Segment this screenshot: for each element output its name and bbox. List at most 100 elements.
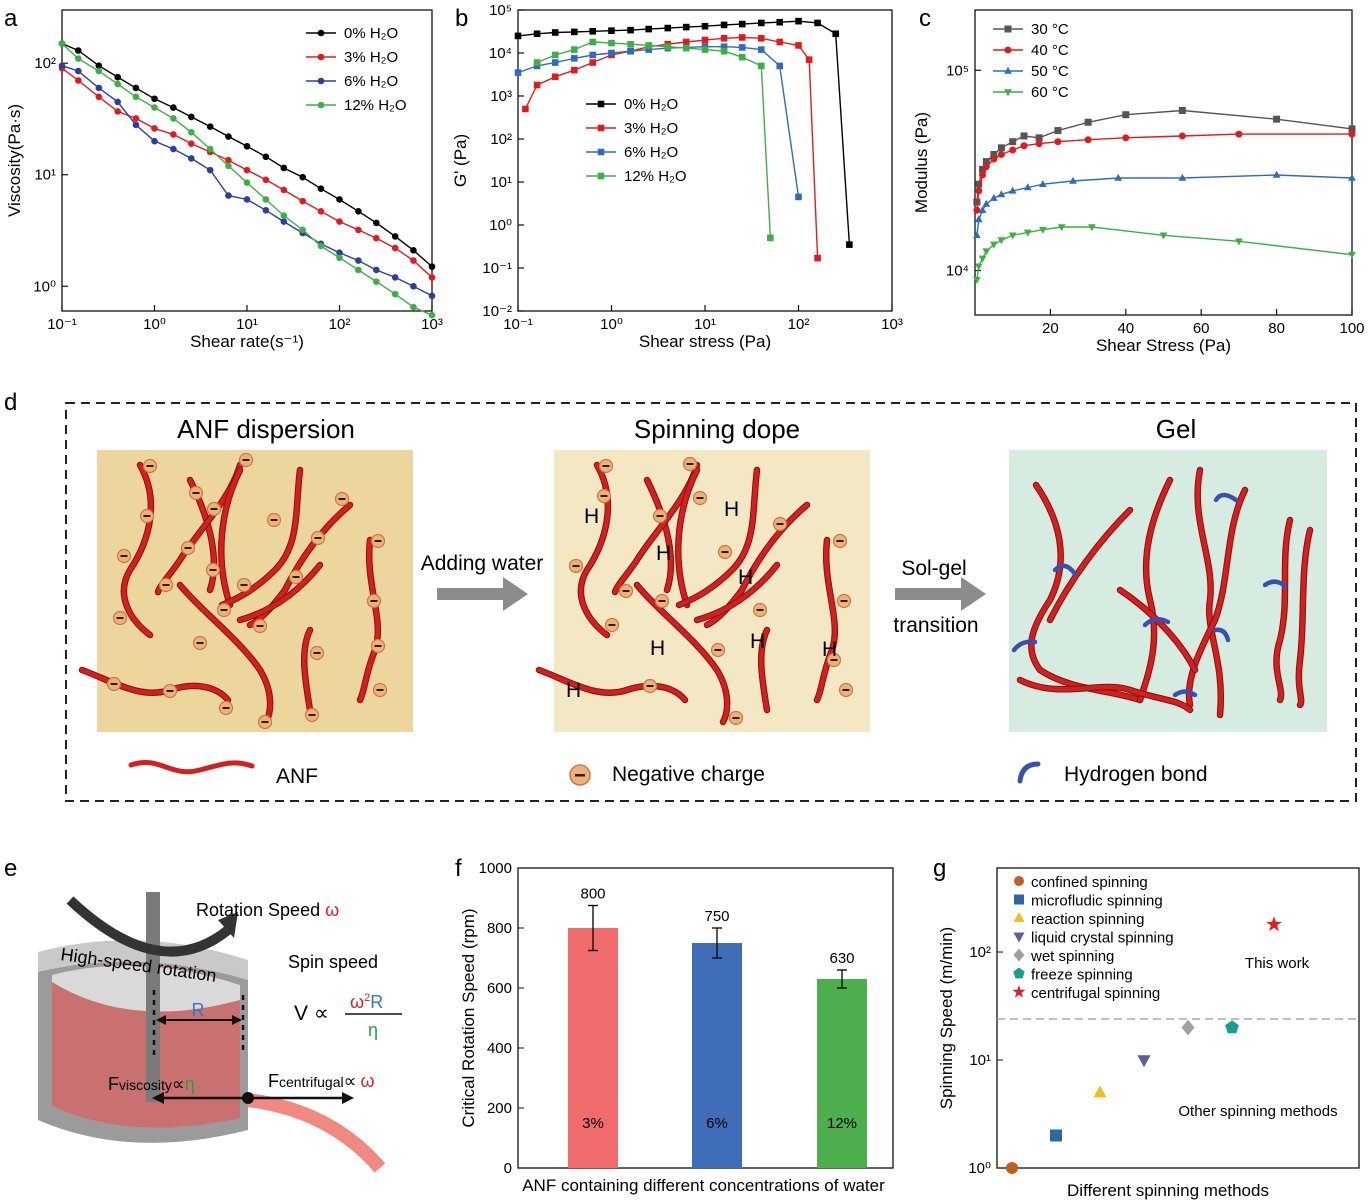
anf-fiber — [694, 562, 780, 623]
negative-sign — [370, 600, 378, 602]
x-tick-label: 10⁰ — [143, 316, 166, 333]
data-point — [428, 274, 436, 281]
y-tick-label: 400 — [487, 1040, 512, 1057]
rotation-speed-label: Rotation Speed ω — [196, 900, 339, 920]
data-point — [589, 38, 597, 46]
legend-marker — [1014, 894, 1024, 905]
negative-sign — [376, 689, 384, 691]
data-point — [757, 19, 765, 27]
hydrogen-atom: H — [656, 542, 671, 565]
legend-label: 50 °C — [1031, 63, 1069, 80]
data-point — [589, 59, 597, 66]
data-point — [95, 84, 103, 92]
data-point — [1039, 226, 1047, 234]
data-point — [355, 226, 362, 234]
sol-gel-label: Sol-gel — [901, 557, 966, 580]
data-point — [974, 215, 983, 223]
data-point — [720, 47, 728, 55]
data-point — [410, 303, 417, 311]
data-point — [95, 67, 103, 75]
panel-label-g: g — [933, 855, 946, 882]
data-point — [514, 69, 522, 76]
y-tick-label: 10⁻² — [482, 303, 512, 320]
data-point — [533, 62, 541, 70]
data-point — [682, 44, 690, 52]
data-point — [262, 176, 270, 184]
legend-label: 12% H₂O — [344, 97, 407, 114]
modulus-temperature-chart: 20 40 60 80 100 10⁴ 10⁵ Shear Stress (Pa) Modulu… — [912, 9, 1365, 355]
y-tick-label: 10³ — [490, 88, 512, 105]
x-tick-label: 20 — [1042, 320, 1059, 337]
x-axis-label: ANF containing different concentrations … — [522, 1176, 885, 1195]
y-axis-label: Critical Rotation Speed (rpm) — [459, 908, 478, 1127]
negative-sign — [622, 590, 630, 592]
data-point — [132, 121, 140, 129]
negative-sign — [600, 495, 608, 497]
data-point — [151, 125, 158, 132]
data-point — [373, 234, 380, 242]
hydrogen-bond — [1052, 563, 1078, 577]
data-point — [280, 164, 288, 172]
anf-fiber — [758, 627, 770, 713]
negative-sign — [192, 492, 200, 494]
anf-fiber — [121, 462, 154, 638]
anf-fiber — [536, 667, 688, 703]
outlet-point — [242, 1092, 254, 1104]
data-point — [336, 196, 343, 203]
y-axis-label: Spinning Speed (m/min) — [937, 927, 956, 1109]
data-point — [114, 73, 121, 81]
data-point — [1023, 183, 1032, 191]
anf-fiber — [1296, 527, 1313, 708]
centrifugal-schematic: R Rotation Speed ω High-speed rotation S… — [38, 892, 402, 1173]
series-line-2 — [517, 46, 800, 197]
negative-sign — [572, 565, 580, 567]
data-point — [570, 46, 578, 53]
data-point — [280, 186, 288, 194]
data-point — [1084, 118, 1092, 126]
negative-sign — [313, 652, 321, 654]
data-point — [990, 193, 998, 201]
data-point — [1054, 127, 1062, 135]
legend-marker — [1004, 46, 1012, 54]
data-point — [979, 165, 987, 173]
hydrogen-atom: H — [738, 566, 753, 589]
data-point — [132, 84, 140, 92]
legend-anf-icon — [128, 759, 255, 775]
anf-fiber — [676, 467, 700, 608]
data-point — [74, 55, 82, 62]
data-point — [410, 257, 417, 264]
legend-marker — [1013, 912, 1025, 922]
stage3-box — [1009, 450, 1327, 732]
data-point — [188, 155, 195, 162]
negative-sign — [110, 683, 118, 685]
data-point — [280, 212, 288, 219]
ejected-fiber — [247, 1093, 386, 1173]
bar-6% — [692, 943, 742, 1168]
data-point — [170, 104, 177, 111]
data-point — [832, 30, 840, 38]
stage3-title: Gel — [1156, 414, 1196, 444]
legend-label: liquid crystal spinning — [1031, 930, 1174, 947]
data-point — [664, 24, 672, 32]
data-point — [132, 115, 140, 122]
legend-label: 0% H₂O — [344, 25, 398, 42]
data-point — [570, 66, 578, 74]
legend-label: 60 °C — [1031, 84, 1069, 101]
legend-marker — [597, 172, 605, 180]
data-point — [776, 38, 784, 46]
legend-label: 30 °C — [1031, 21, 1069, 38]
data-point — [982, 248, 991, 256]
y-tick-label: 10² — [490, 131, 512, 148]
schematic-frame — [65, 402, 1357, 802]
plot-frame — [996, 867, 1360, 1169]
plot-frame — [974, 9, 1353, 316]
y-axis-label: Viscosity(Pa·s) — [5, 104, 24, 217]
data-point — [551, 73, 559, 81]
negative-sign — [146, 465, 154, 467]
negative-sign — [721, 551, 729, 553]
legend-label: 3% H₂O — [624, 120, 678, 137]
data-point — [979, 171, 987, 179]
anf-fiber — [177, 582, 273, 725]
formula-numerator: ω2R — [350, 992, 383, 1012]
x-tick-label: 10² — [788, 316, 810, 333]
